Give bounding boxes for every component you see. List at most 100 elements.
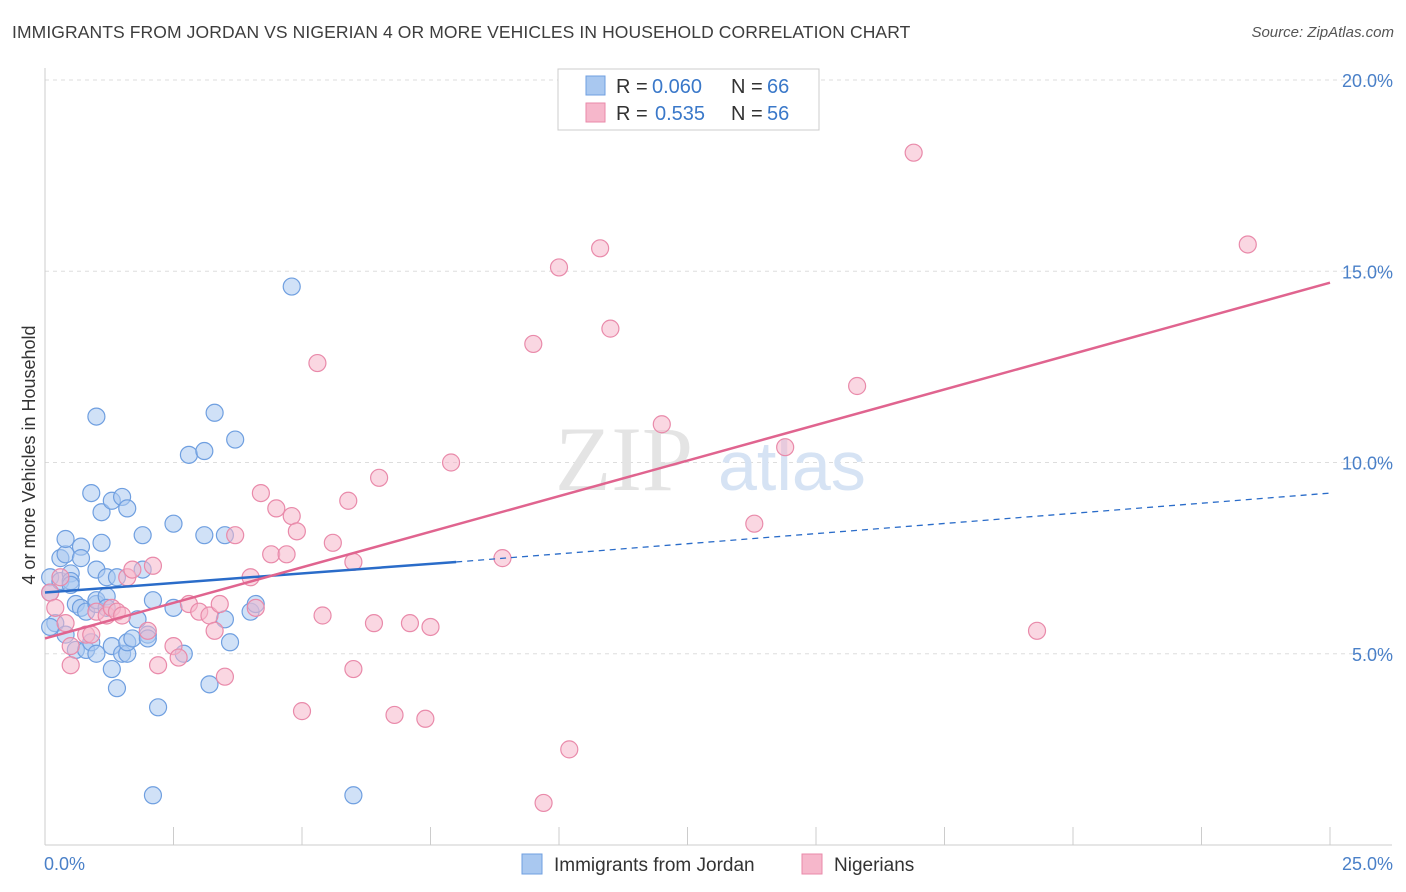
nigerian-point-43 [370, 468, 389, 487]
jordan-point-5 [56, 545, 75, 564]
nigerian-point-38 [323, 533, 342, 552]
y-tick-label-2: 15.0% [1342, 262, 1393, 282]
jordan-trend-line [44, 560, 457, 594]
jordan-point-17 [82, 484, 101, 503]
legend-swatch-jordan [585, 75, 606, 96]
nigerian-point-34 [287, 522, 306, 541]
x-tick-labels: 0.0% 25.0% [44, 854, 1393, 874]
jordan-point-53 [195, 526, 214, 545]
jordan-point-51 [179, 445, 199, 464]
nigerian-point-31 [267, 499, 286, 518]
nigerian-point-52 [549, 258, 569, 277]
jordan-trend-extension [456, 492, 1331, 563]
gridlines [45, 79, 1392, 655]
jordan-point-14 [71, 549, 91, 568]
jordan-point-37 [118, 499, 137, 518]
nigerian-point-59 [848, 376, 867, 396]
x-tick-label-1: 25.0% [1342, 854, 1393, 874]
nigerian-point-26 [226, 526, 245, 545]
nigerian-point-19 [169, 648, 188, 667]
legend-r-label-2: R = [616, 103, 648, 125]
nigerian-point-14 [123, 560, 142, 579]
y-tick-label-0: 5.0% [1352, 645, 1393, 665]
nigerian-point-15 [138, 621, 157, 640]
legend-n-label-1: N = [731, 76, 763, 98]
jordan-point-39 [123, 629, 142, 648]
bottom-legend-swatch-jordan [521, 853, 543, 875]
jordan-point-24 [92, 503, 111, 522]
source-credit: Source: ZipAtlas.com [1251, 24, 1394, 41]
x-tick-label-0: 0.0% [44, 854, 85, 874]
nigerian-point-56 [652, 415, 671, 434]
nigerian-point-23 [205, 621, 224, 640]
nigerian-point-33 [282, 506, 301, 526]
nigerian-point-61 [1027, 621, 1047, 640]
nigerian-point-51 [534, 793, 553, 813]
nigerian-point-37 [313, 606, 332, 625]
nigerian-point-2 [51, 568, 70, 587]
jordan-point-42 [133, 526, 152, 545]
legend-r-value-1: 0.060 [652, 76, 702, 98]
jordan-point-47 [148, 698, 168, 717]
legend-r-label-1: R = [616, 76, 648, 98]
nigerian-point-48 [441, 453, 461, 472]
y-axis-title: 4 or more Vehicles in Household [19, 325, 39, 584]
nigerian-point-1 [46, 598, 65, 617]
nigerian-point-36 [308, 353, 327, 373]
chart-title: IMMIGRANTS FROM JORDAN VS NIGERIAN 4 OR … [12, 22, 911, 42]
jordan-point-59 [226, 430, 245, 449]
y-tick-labels: 5.0% 10.0% 15.0% 20.0% [1342, 71, 1393, 665]
nigerian-point-44 [385, 705, 404, 725]
nigerian-point-39 [339, 491, 358, 510]
nigerian-point-17 [148, 656, 168, 675]
jordan-point-21 [87, 644, 106, 663]
nigerian-point-5 [61, 656, 80, 675]
nigerian-point-47 [421, 617, 440, 637]
nigerian-point-42 [364, 614, 384, 633]
jordan-point-48 [164, 514, 183, 533]
nigerian-point-55 [560, 740, 579, 759]
axes [44, 68, 1392, 846]
nigerian-point-4 [61, 636, 80, 656]
legend-swatch-nigerians [585, 102, 606, 123]
nigerian-point-50 [524, 334, 543, 354]
nigerian-point-41 [344, 659, 363, 679]
nigerian-point-25 [215, 667, 234, 686]
watermark-zip: ZIP [555, 408, 693, 510]
nigerian-point-24 [210, 594, 229, 614]
jordan-point-23 [87, 407, 106, 426]
jordan-point-63 [344, 786, 363, 805]
jordan-point-46 [143, 786, 163, 805]
nigerian-point-60 [904, 143, 923, 162]
bottom-legend-swatch-nigerians [801, 853, 823, 875]
nigerian-trend-line [44, 281, 1331, 640]
legend-box: R = 0.060 N = 66 R = 0.535 N = 56 [557, 68, 820, 131]
jordan-point-31 [102, 659, 121, 679]
jordan-point-52 [195, 441, 214, 461]
jordan-point-55 [205, 403, 224, 422]
jordan-point-58 [220, 633, 240, 652]
trend-lines [44, 281, 1331, 640]
jordan-point-32 [107, 679, 127, 698]
legend-n-value-2: 56 [767, 103, 789, 125]
nigerian-point-58 [776, 438, 795, 457]
nigerian-point-53 [591, 239, 610, 258]
legend-n-value-1: 66 [767, 76, 789, 98]
bottom-legend: Immigrants from Jordan Nigerians [521, 853, 914, 876]
jordan-point-54 [200, 675, 219, 694]
jordan-point-64 [41, 617, 60, 637]
y-tick-label-3: 20.0% [1342, 71, 1393, 91]
jordan-point-9 [56, 529, 75, 549]
bottom-legend-nigerians: Nigerians [834, 855, 914, 876]
jordan-point-25 [92, 533, 111, 552]
nigerian-point-62 [1238, 235, 1257, 254]
nigerian-point-28 [246, 598, 265, 617]
nigerian-point-3 [56, 614, 75, 633]
nigerian-point-7 [82, 625, 101, 644]
watermark: ZIP atlas [555, 408, 866, 510]
nigerian-point-46 [416, 709, 435, 728]
nigerian-point-35 [292, 702, 312, 721]
nigerian-point-30 [262, 545, 281, 564]
nigerian-point-57 [745, 514, 764, 533]
